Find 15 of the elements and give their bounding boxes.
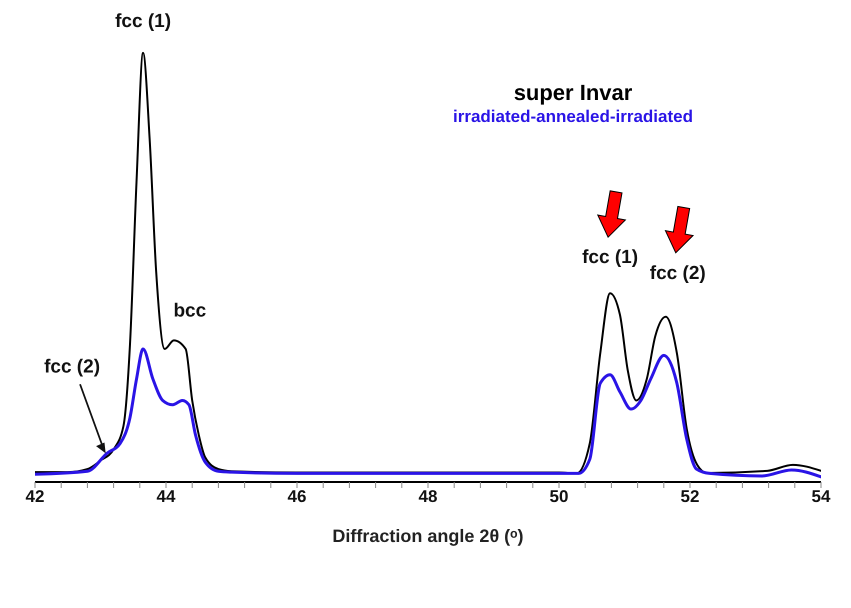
x-tick-label: 50 — [550, 487, 568, 506]
annotation: fcc (1) — [115, 10, 172, 32]
x-tick-label: 42 — [26, 487, 44, 506]
x-axis-title: Diffraction angle 2θ (ᵒ) — [332, 526, 524, 546]
x-tick-label: 46 — [288, 487, 306, 506]
x-tick-label: 54 — [812, 487, 831, 506]
annotation: fcc (2) — [650, 262, 706, 284]
x-tick-label: 44 — [156, 487, 176, 506]
x-tick-label: 52 — [680, 487, 700, 506]
annotation: fcc (1) — [582, 247, 638, 268]
annotation: bcc — [173, 300, 207, 322]
x-tick-label: 48 — [418, 487, 438, 506]
text: irradiated-annealed-irradiated — [452, 106, 694, 128]
annotation: fcc (2) — [44, 356, 100, 378]
text: super Invar — [512, 80, 634, 106]
